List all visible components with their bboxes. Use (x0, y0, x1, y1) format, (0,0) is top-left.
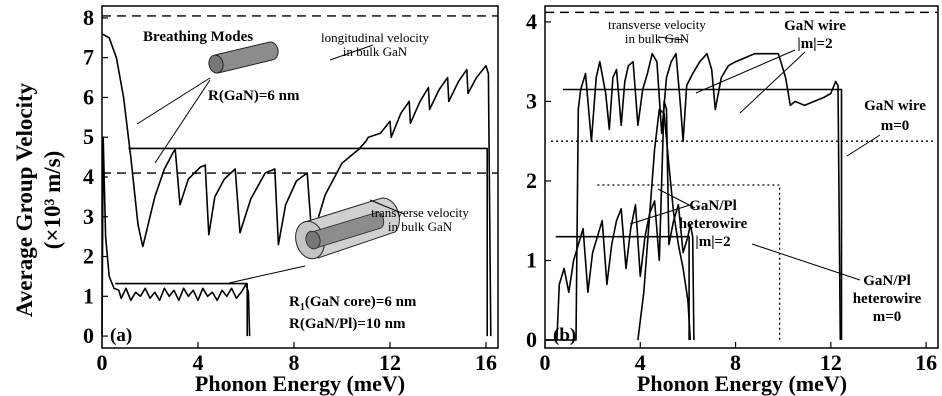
panel-a-y-tick-label: 6 (83, 84, 94, 109)
panel-b-annotation-m0: m=0 (881, 118, 910, 134)
panel-b-series-line (545, 52, 842, 341)
panel-b-y-tick-label: 1 (526, 248, 537, 273)
panel-b-annotation-heterowire-m2-2: heterowire (679, 216, 748, 232)
arrow-heterowire-1 (629, 204, 691, 225)
panel-a-label: (a) (110, 325, 132, 346)
panel-b-series-line (597, 184, 781, 340)
panel-a-annotation-r1-core: R1(GaN core)=6 nm (289, 294, 417, 313)
panel-b-label: (b) (553, 325, 576, 346)
panel-b-x-axis-title: Phonon Energy (meV) (637, 371, 847, 396)
panel-b-x-tick-label: 0 (540, 350, 551, 375)
gan-pl-heterowire-icon (295, 197, 400, 260)
panel-a-y-ticks: 0 1 2 3 4 5 6 7 8 (83, 5, 108, 348)
panel-b-y-tick-label: 4 (526, 9, 537, 34)
panel-b-frame (544, 5, 939, 349)
panel-a-x-tick-label: 4 (193, 350, 204, 375)
panel-a-y-tick-label: 5 (83, 124, 94, 149)
arrow-heterowire-m0 (751, 243, 861, 281)
panel-b-x-tick-label: 4 (635, 350, 646, 375)
y-axis-title: Average Group Velocity (12, 82, 37, 317)
panel-b-series-line (555, 235, 690, 340)
arrow-core (228, 265, 306, 284)
arrow-gan-wire-m0 (846, 134, 881, 157)
panel-a-series-line (115, 282, 248, 337)
panel-a-annotation-longitudinal-1: longitudinal velocity (321, 30, 429, 45)
panel-a-annotation-transverse-1: transverse velocity (371, 205, 469, 220)
arrow-transverse-b (657, 36, 685, 41)
panel-a-annotation-r-gan: R(GaN)=6 nm (208, 88, 300, 104)
panel-a-series-line (101, 136, 251, 337)
panel-a-y-tick-label: 4 (83, 164, 94, 189)
panel-b-series-line (562, 88, 843, 340)
panel-b-series-line (637, 108, 692, 341)
panel-b-x-tick-label: 16 (915, 350, 937, 375)
panel-b-annotation-gan-wire-m0: GaN wire (864, 98, 926, 114)
arrow-longitudinal (329, 44, 374, 61)
gan-wire-icon (208, 41, 279, 74)
arrow-gan-wire-1 (695, 49, 796, 94)
panel-b-annotation-m2: |m|=2 (797, 36, 832, 52)
panel-b-annotation-heterowire-m2-1: GaN/Pl (689, 198, 737, 214)
panel-b-x-ticks: 0 4 8 12 16 (540, 342, 937, 375)
arrow-r-gan-1 (136, 77, 211, 125)
panel-a-x-tick-label: 8 (289, 350, 300, 375)
panel-b-arrows (629, 36, 881, 281)
y-axis-unit: (×10³ m/s) (40, 151, 65, 250)
panel-a-x-tick-label: 16 (475, 350, 497, 375)
panel-b-series-line (545, 100, 695, 341)
panel-a-y-tick-label: 1 (83, 283, 94, 308)
arrow-gan-wire-2 (739, 51, 806, 114)
panel-a-y-tick-label: 3 (83, 204, 94, 229)
panel-a-x-axis-title: Phonon Energy (meV) (195, 371, 405, 396)
arrow-transverse (369, 199, 405, 215)
panel-b-annotation-heterowire-m0-1: GaN/Pl (863, 273, 911, 289)
panel-b-x-tick-label: 12 (820, 350, 842, 375)
panel-b-series (545, 52, 936, 341)
panel-b-annotation-transverse-2: in bulk GaN (625, 31, 690, 46)
panel-a-y-tick-label: 2 (83, 244, 94, 269)
panel-b-y-tick-label: 0 (526, 327, 537, 352)
panel-b-y-tick-label: 2 (526, 168, 537, 193)
panel-a-reference-lines (102, 15, 498, 174)
panel-a-series-line (128, 147, 489, 337)
panel-b-annotation-transverse-1: transverse velocity (608, 17, 706, 32)
panel-a-annotation-longitudinal-2: in bulk GaN (343, 44, 408, 59)
panel-b-y-ticks: 0 1 2 3 4 (526, 9, 551, 352)
panel-a-series (101, 33, 492, 337)
panel-b-annotation-heterowire-m2-3: |m|=2 (695, 234, 730, 250)
arrow-r-gan-2 (154, 79, 211, 164)
panel-a-y-tick-label: 7 (83, 45, 94, 70)
panel-a-annotation-r-gan-pl: R(GaN/Pl)=10 nm (289, 316, 406, 332)
panel-b-x-tick-label: 8 (730, 350, 741, 375)
panel-b-annotation-heterowire-m0-2: heterowire (853, 291, 922, 307)
panel-a-x-tick-label: 12 (379, 350, 401, 375)
panel-a-annotation-transverse-2: in bulk GaN (388, 219, 453, 234)
panel-a-arrows (136, 44, 405, 284)
panel-b-y-tick-label: 3 (526, 88, 537, 113)
panel-a-x-tick-label: 0 (97, 350, 108, 375)
arrow-heterowire-2 (657, 188, 696, 209)
panel-a-y-tick-label: 0 (83, 323, 94, 348)
panel-a-y-tick-label: 8 (83, 5, 94, 30)
panel-a-series-line (101, 33, 492, 337)
panel-b-annotation-heterowire-m0-3: m=0 (873, 309, 902, 325)
panel-a-x-ticks: 0 4 8 12 16 (97, 342, 497, 375)
panel-a-title: Breathing Modes (143, 29, 253, 45)
panel-b-annotation-gan-wire-m2: GaN wire (784, 18, 846, 34)
